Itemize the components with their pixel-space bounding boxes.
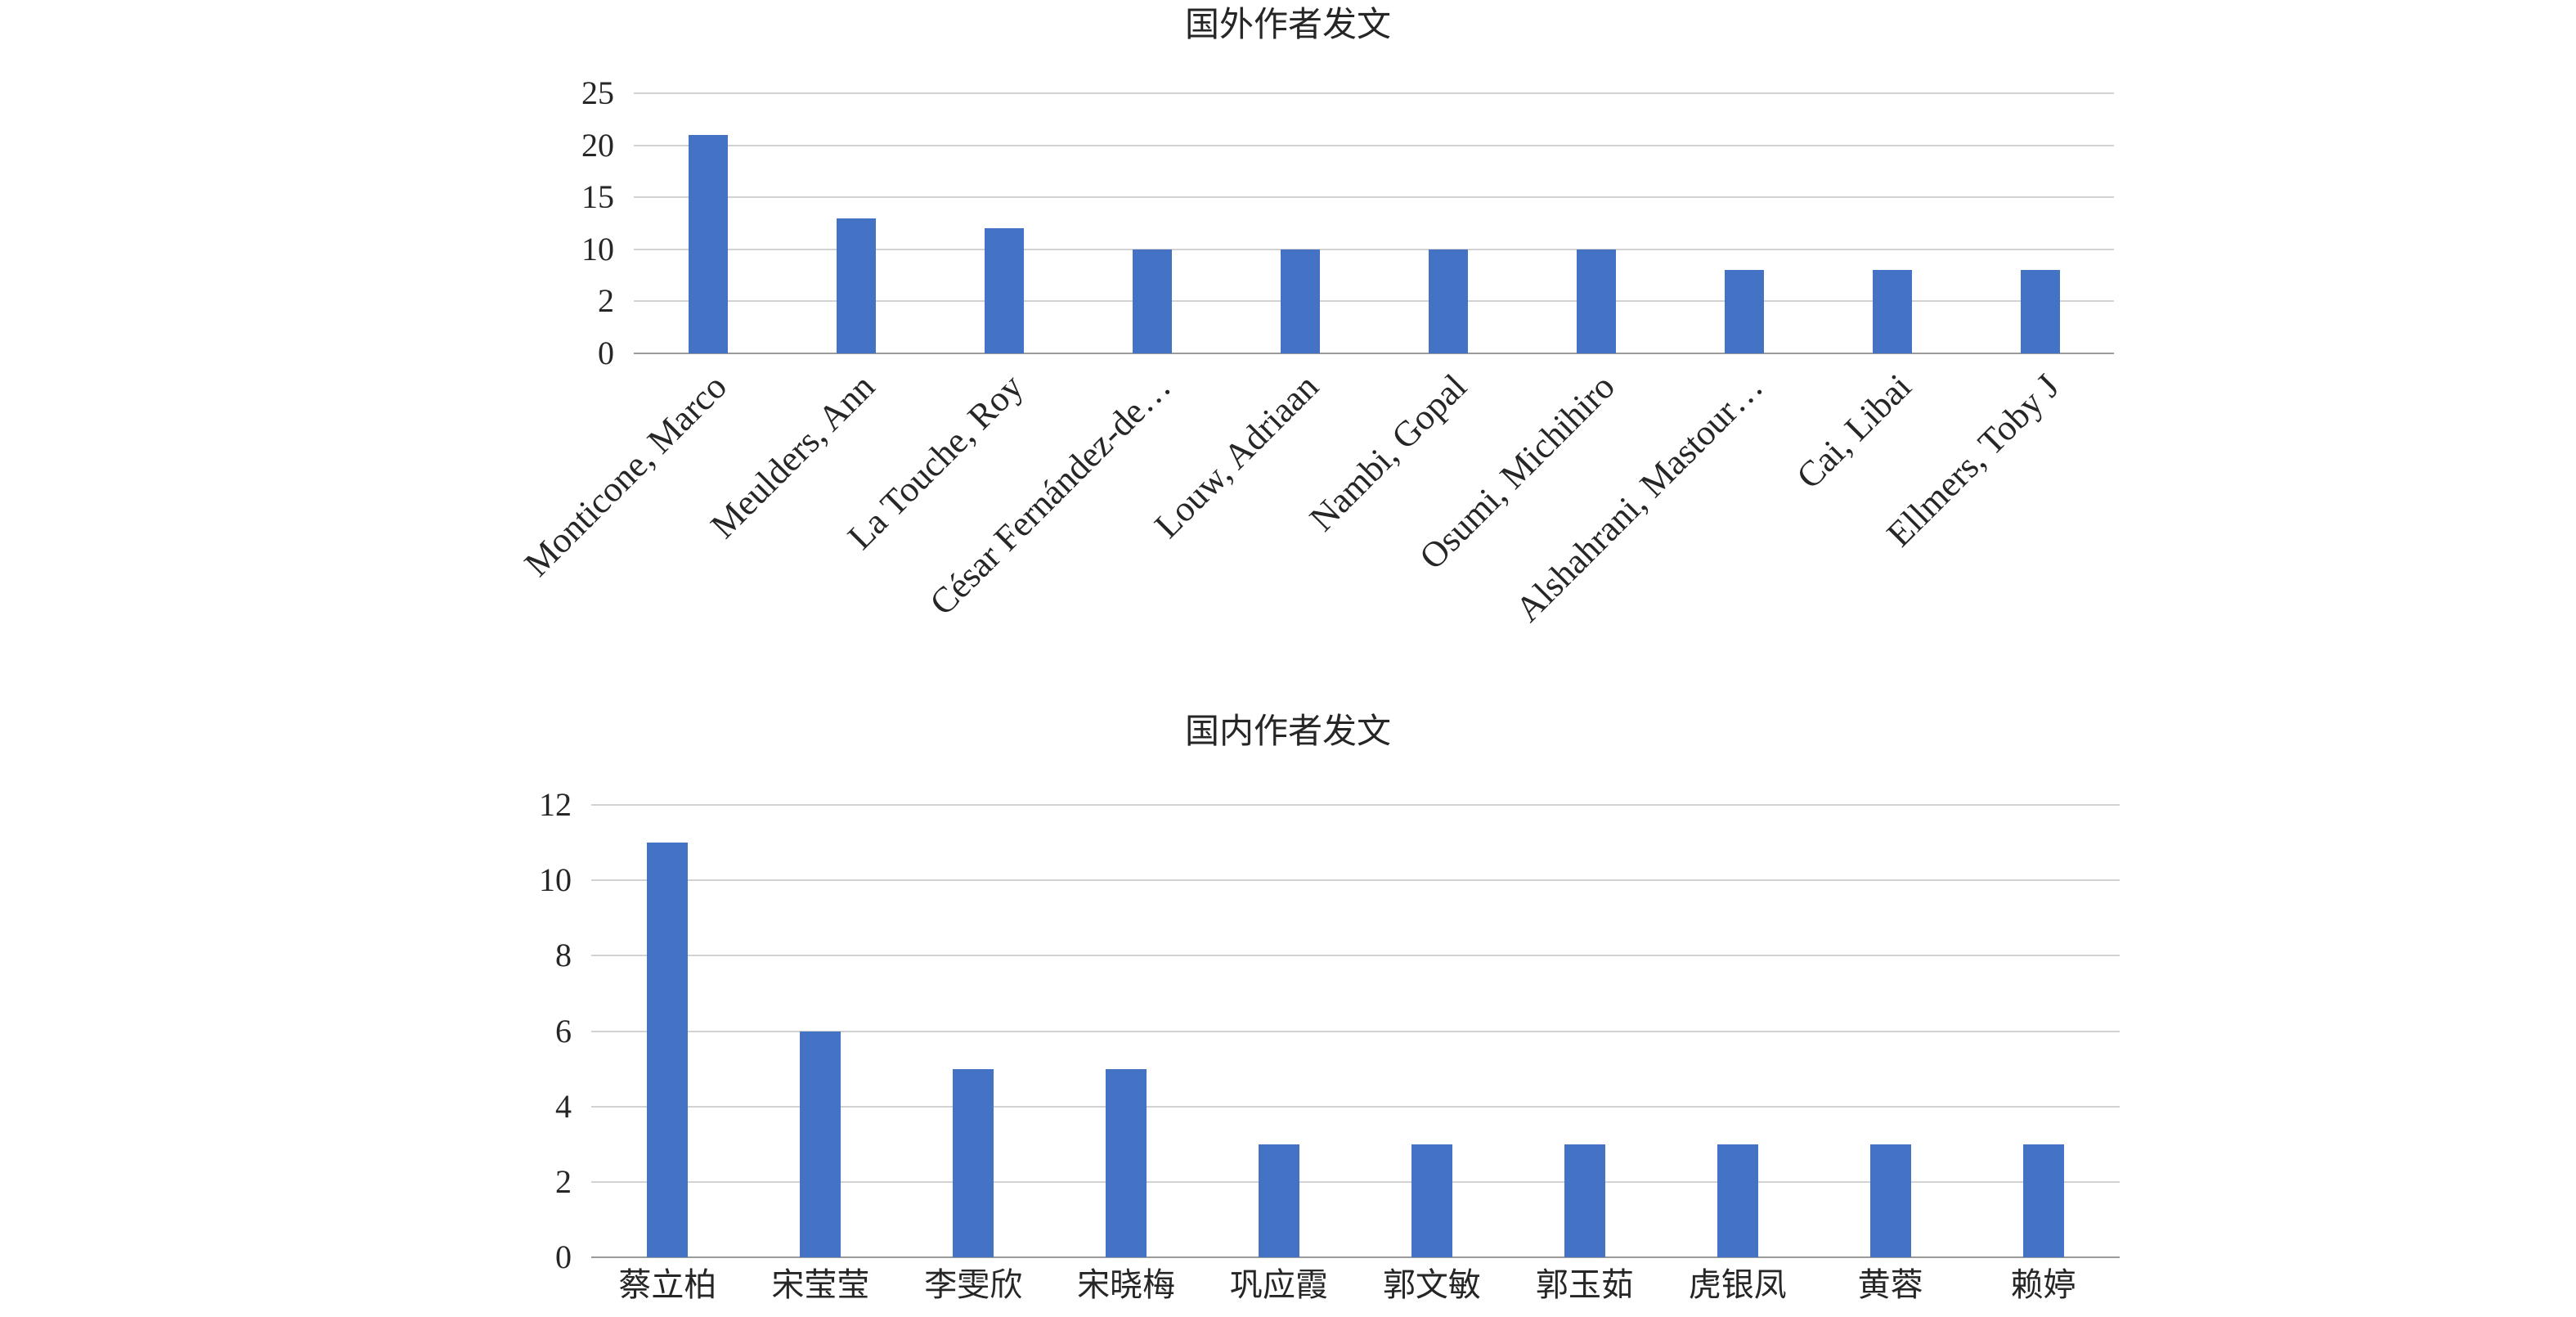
chart-domestic-authors: 国内作者发文 0 2 4 6 8 10 12 蔡立柏 宋莹莹 李雯欣 宋晓梅 巩应霞 郭文敏 郭玉茹 虎银… bbox=[0, 694, 2576, 1317]
gridline bbox=[591, 1030, 2120, 1032]
bar bbox=[2022, 1144, 2064, 1257]
bar bbox=[1411, 1144, 1452, 1257]
y-tick-label: 2 bbox=[598, 282, 614, 320]
bar bbox=[1717, 1144, 1758, 1257]
gridline bbox=[591, 1105, 2120, 1108]
x-category-label: 虎银凤 bbox=[1688, 1266, 1787, 1303]
x-category-label: Alshahrani, Mastour… bbox=[1507, 366, 1771, 630]
y-tick-label: 0 bbox=[555, 1238, 572, 1275]
y-tick-label: 20 bbox=[581, 126, 614, 164]
bar bbox=[1724, 270, 1764, 353]
y-tick-label: 6 bbox=[555, 1012, 572, 1050]
x-category-label: 黄蓉 bbox=[1857, 1266, 1923, 1303]
x-category-label: 李雯欣 bbox=[924, 1266, 1023, 1303]
y-tick-label: 25 bbox=[581, 74, 614, 111]
bar bbox=[984, 228, 1024, 353]
gridline bbox=[634, 300, 2114, 303]
bar bbox=[1280, 249, 1320, 353]
bar bbox=[1106, 1068, 1147, 1257]
gridline bbox=[591, 804, 2120, 806]
bar bbox=[1259, 1144, 1300, 1257]
plot-area-domestic: 蔡立柏 宋莹莹 李雯欣 宋晓梅 巩应霞 郭文敏 郭玉茹 虎银凤 黄蓉 赖婷 bbox=[591, 804, 2120, 1301]
gridlines-domestic bbox=[591, 804, 2120, 1258]
chart-title-domestic: 国内作者发文 bbox=[1184, 713, 1391, 751]
gridline bbox=[591, 1180, 2120, 1183]
y-axis-domestic: 0 2 4 6 8 10 12 bbox=[403, 789, 572, 1274]
y-tick-label: 4 bbox=[555, 1087, 572, 1125]
y-tick-label: 10 bbox=[539, 861, 572, 899]
bar bbox=[1869, 1144, 1911, 1257]
y-tick-label: 8 bbox=[555, 937, 572, 974]
x-category-label: Monticone, Marco bbox=[516, 366, 735, 585]
x-category-label: 宋莹莹 bbox=[771, 1266, 870, 1303]
chart-title-foreign: 国外作者发文 bbox=[1184, 7, 1391, 44]
bar bbox=[1564, 1144, 1605, 1257]
gridline bbox=[634, 248, 2114, 250]
x-category-label: 郭玉茹 bbox=[1535, 1266, 1634, 1303]
gridline bbox=[634, 196, 2114, 199]
chart-foreign-authors: 国外作者发文 0 2 10 15 20 25 Monticone, Marco Meulde… bbox=[446, 7, 2114, 629]
bar bbox=[1576, 249, 1616, 353]
bar bbox=[953, 1068, 994, 1257]
x-category-label: 宋晓梅 bbox=[1077, 1266, 1176, 1303]
plot-area-foreign: Monticone, Marco Meulders, Ann La Touche, … bbox=[517, 92, 2114, 629]
bar bbox=[688, 134, 728, 353]
gridline bbox=[591, 879, 2120, 882]
x-axis-line bbox=[634, 353, 2114, 354]
y-tick-label: 12 bbox=[539, 786, 572, 823]
x-axis-line bbox=[591, 1256, 2120, 1258]
y-tick-label: 10 bbox=[581, 230, 614, 267]
gridlines-foreign bbox=[634, 92, 2114, 354]
bar bbox=[836, 218, 876, 353]
bar-series-foreign bbox=[634, 93, 2114, 353]
x-category-label: 蔡立柏 bbox=[618, 1266, 717, 1303]
y-tick-label: 2 bbox=[555, 1162, 572, 1200]
bar bbox=[647, 843, 689, 1257]
x-category-label: 巩应霞 bbox=[1230, 1266, 1329, 1303]
bar bbox=[1132, 249, 1172, 353]
x-category-label: 郭文敏 bbox=[1382, 1266, 1481, 1303]
bar bbox=[800, 1031, 841, 1257]
bar bbox=[1428, 249, 1468, 353]
y-tick-label: 15 bbox=[581, 178, 614, 216]
gridline bbox=[634, 92, 2114, 94]
gridline bbox=[591, 955, 2120, 957]
x-category-label: Cai, Libai bbox=[1788, 366, 1919, 497]
y-tick-label: 0 bbox=[598, 335, 614, 371]
x-category-label: 赖婷 bbox=[2010, 1266, 2076, 1303]
y-axis-foreign: 0 2 10 15 20 25 bbox=[446, 77, 614, 370]
bar bbox=[2020, 270, 2060, 353]
bar bbox=[1872, 270, 1912, 353]
gridline bbox=[634, 144, 2114, 146]
bar-series-domestic bbox=[591, 805, 2120, 1257]
